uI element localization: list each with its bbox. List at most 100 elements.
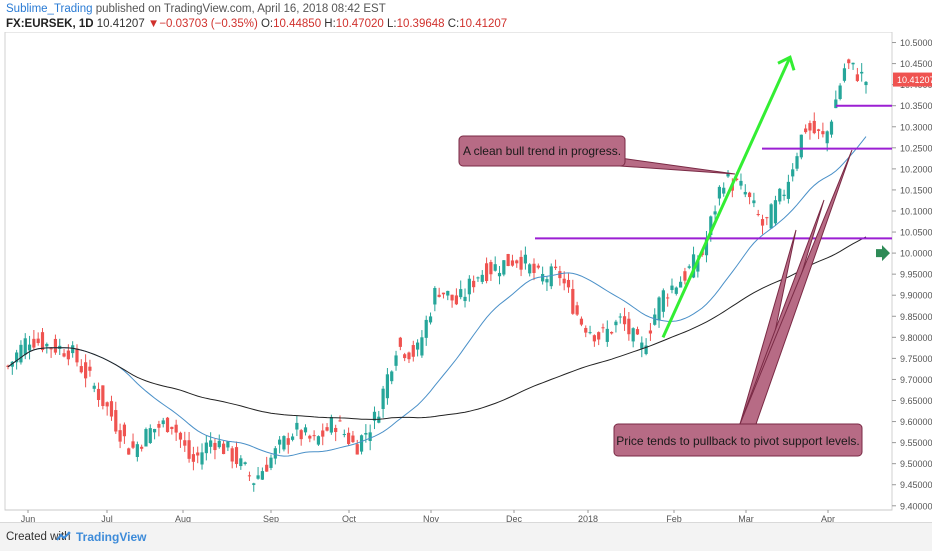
author-link[interactable]: Sublime_Trading bbox=[6, 3, 93, 15]
last-price-tag-label: 10.41207 bbox=[897, 75, 932, 85]
y-tick-label: 9.75000 bbox=[900, 354, 932, 364]
candle-body bbox=[799, 134, 803, 158]
candle-body bbox=[502, 260, 506, 275]
candle-body bbox=[196, 452, 200, 456]
y-tick-label: 9.95000 bbox=[900, 270, 932, 280]
candle-body bbox=[390, 371, 394, 382]
candle-body bbox=[816, 129, 821, 131]
candle-body bbox=[653, 314, 657, 325]
candle-body bbox=[614, 321, 618, 326]
candle-body bbox=[295, 422, 299, 430]
candle-body bbox=[204, 442, 208, 454]
candle-body bbox=[597, 332, 601, 340]
candle-body bbox=[760, 219, 765, 226]
x-tick-label: 2018 bbox=[578, 514, 598, 522]
candle-body bbox=[683, 271, 687, 281]
symbol-label: FX:EURSEK, 1D bbox=[6, 18, 94, 30]
candle-body bbox=[316, 436, 321, 445]
close-label: C: bbox=[447, 18, 460, 30]
candle-body bbox=[114, 410, 118, 432]
candle-body bbox=[174, 424, 178, 433]
candle-body bbox=[454, 295, 459, 305]
low-label: L: bbox=[386, 18, 397, 30]
open-label: O: bbox=[260, 18, 274, 30]
candle-body bbox=[398, 337, 402, 347]
x-tick-label: Mar bbox=[738, 514, 754, 522]
candle-body bbox=[484, 263, 489, 282]
open-value: 10.44850 bbox=[273, 18, 322, 30]
candle-body bbox=[795, 156, 799, 169]
trend-arrow-line[interactable] bbox=[661, 56, 792, 338]
candle-body bbox=[221, 443, 226, 455]
trend-arrow-head bbox=[777, 55, 796, 71]
candle-body bbox=[170, 426, 174, 430]
tradingview-brand[interactable]: TradingView bbox=[76, 530, 147, 544]
candle-body bbox=[381, 388, 385, 410]
candle-body bbox=[834, 99, 838, 109]
candle-body bbox=[15, 352, 19, 363]
candle-body bbox=[415, 342, 420, 350]
candle-body bbox=[256, 475, 260, 479]
candle-body bbox=[545, 279, 549, 283]
candle-body bbox=[252, 483, 256, 485]
candle-body bbox=[79, 366, 83, 373]
candle-body bbox=[321, 430, 325, 437]
candle-body bbox=[75, 348, 79, 363]
candle-body bbox=[566, 279, 571, 288]
candle-body bbox=[66, 350, 70, 360]
candle-body bbox=[463, 296, 467, 302]
candle-body bbox=[739, 180, 743, 186]
candle-body bbox=[88, 366, 92, 371]
candle-body bbox=[657, 297, 661, 321]
annotation-pullback[interactable]: Price tends to pullback to pivot support… bbox=[613, 149, 863, 457]
price-chart[interactable]: 10.5000010.4500010.4000010.3500010.30000… bbox=[0, 32, 932, 522]
candle-body bbox=[359, 435, 364, 452]
candle-body bbox=[62, 353, 66, 357]
tradingview-logo-icon bbox=[56, 531, 71, 541]
candle-body bbox=[842, 68, 847, 81]
chart-header: Sublime_Trading published on TradingView… bbox=[0, 0, 932, 34]
callout-box bbox=[613, 423, 863, 457]
candle-body bbox=[385, 374, 390, 399]
candle-body bbox=[239, 458, 243, 467]
candle-body bbox=[36, 338, 40, 344]
created-with-text: Created with bbox=[6, 531, 71, 543]
candle-body bbox=[23, 338, 27, 355]
candle-body bbox=[717, 186, 722, 199]
scroll-right-arrow-icon[interactable] bbox=[876, 245, 890, 262]
y-tick-label: 9.90000 bbox=[900, 291, 932, 301]
candle-body bbox=[243, 462, 247, 464]
candle-body bbox=[200, 452, 204, 465]
candle-body bbox=[109, 401, 114, 417]
candle-body bbox=[605, 328, 609, 342]
candle-body bbox=[558, 271, 562, 279]
candle-body bbox=[778, 188, 782, 202]
candle-body bbox=[273, 448, 277, 459]
candle-body bbox=[187, 440, 191, 459]
candle-body bbox=[493, 264, 497, 271]
candle-body bbox=[122, 424, 127, 437]
candle-body bbox=[368, 432, 372, 441]
y-tick-label: 10.30000 bbox=[900, 122, 932, 132]
candle-body bbox=[45, 343, 49, 347]
candle-body bbox=[329, 416, 333, 433]
candle-body bbox=[743, 191, 747, 195]
y-tick-label: 10.15000 bbox=[900, 185, 932, 195]
candle-body bbox=[497, 272, 502, 277]
candle-body bbox=[640, 342, 644, 349]
candle-body bbox=[105, 402, 109, 407]
annotation-bull-trend[interactable]: A clean bull trend in progress. bbox=[458, 135, 736, 175]
candle-body bbox=[472, 280, 476, 288]
x-tick-label: Jun bbox=[21, 514, 36, 522]
y-tick-label: 9.60000 bbox=[900, 417, 932, 427]
candle-body bbox=[722, 187, 726, 194]
candle-body bbox=[459, 289, 463, 298]
candle-body bbox=[592, 335, 596, 342]
callout-text: A clean bull trend in progress. bbox=[463, 144, 621, 158]
candle-body bbox=[424, 319, 428, 338]
candle-body bbox=[735, 178, 739, 181]
candle-body bbox=[355, 444, 359, 455]
candle-body bbox=[571, 288, 575, 314]
candle-body bbox=[420, 337, 424, 356]
candle-body bbox=[437, 294, 441, 297]
